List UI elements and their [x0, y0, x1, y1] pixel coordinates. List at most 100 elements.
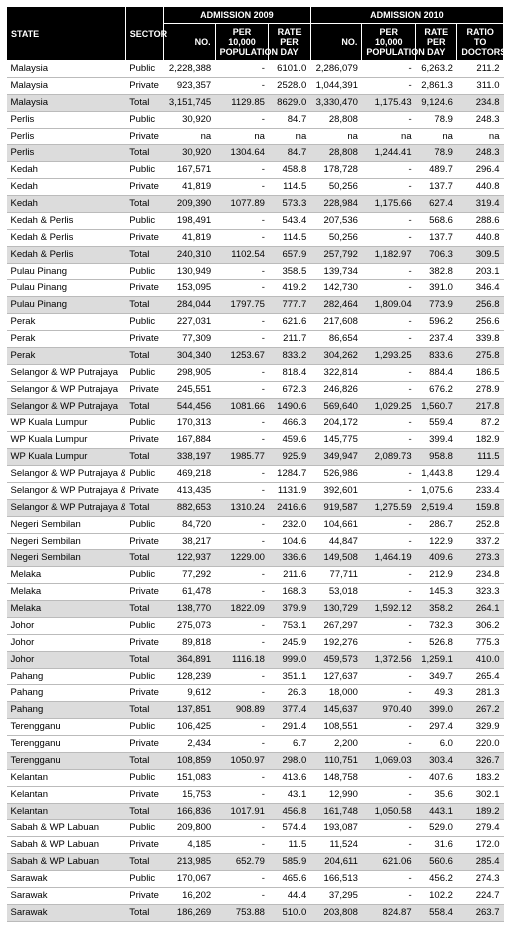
- cell-p10: na: [362, 128, 416, 145]
- cell-p10: -: [362, 229, 416, 246]
- cell-r09: 168.3: [269, 584, 310, 601]
- cell-no10: 139,734: [310, 263, 362, 280]
- cell-state: Melaka: [7, 567, 126, 584]
- cell-sector: Private: [125, 331, 163, 348]
- cell-no09: 106,425: [164, 719, 216, 736]
- cell-r10: 559.4: [416, 415, 457, 432]
- cell-no10: 142,730: [310, 280, 362, 297]
- cell-r10: 558.4: [416, 904, 457, 921]
- table-row: Kedah & PerlisPrivate41,819-114.550,256-…: [7, 229, 504, 246]
- cell-r10: 596.2: [416, 314, 457, 331]
- cell-r10: 560.6: [416, 854, 457, 871]
- cell-p09: -: [215, 432, 269, 449]
- cell-ratio: 323.3: [457, 584, 504, 601]
- cell-p10: 1,069.03: [362, 752, 416, 769]
- cell-ratio: 775.3: [457, 634, 504, 651]
- cell-ratio: 203.1: [457, 263, 504, 280]
- cell-ratio: 288.6: [457, 212, 504, 229]
- cell-p09: 1310.24: [215, 499, 269, 516]
- cell-r10: 145.3: [416, 584, 457, 601]
- cell-ratio: 248.3: [457, 111, 504, 128]
- cell-ratio: 319.4: [457, 196, 504, 213]
- table-row: JohorPublic275,073-753.1267,297-732.3306…: [7, 617, 504, 634]
- cell-state: Perak: [7, 314, 126, 331]
- cell-p09: na: [215, 128, 269, 145]
- cell-no09: 30,920: [164, 111, 216, 128]
- cell-r10: 489.7: [416, 162, 457, 179]
- cell-p10: 1,244.41: [362, 145, 416, 162]
- table-row: PerakTotal304,3401253.67833.2304,2621,29…: [7, 347, 504, 364]
- cell-r10: na: [416, 128, 457, 145]
- cell-sector: Total: [125, 449, 163, 466]
- cell-sector: Public: [125, 364, 163, 381]
- cell-r09: 777.7: [269, 297, 310, 314]
- cell-p10: -: [362, 179, 416, 196]
- cell-p10: -: [362, 415, 416, 432]
- cell-ratio: 234.8: [457, 94, 504, 111]
- cell-state: Melaka: [7, 584, 126, 601]
- cell-p10: 1,050.58: [362, 803, 416, 820]
- cell-no10: 304,262: [310, 347, 362, 364]
- cell-sector: Total: [125, 752, 163, 769]
- col-p10k-10: PER 10,000 POPULATION: [362, 24, 416, 61]
- cell-r09: 465.6: [269, 871, 310, 888]
- cell-no09: 130,949: [164, 263, 216, 280]
- cell-p10: 2,089.73: [362, 449, 416, 466]
- cell-r09: 1490.6: [269, 398, 310, 415]
- cell-p09: -: [215, 685, 269, 702]
- cell-state: Selangor & WP Putrajaya & WPKL: [7, 466, 126, 483]
- cell-state: Negeri Sembilan: [7, 533, 126, 550]
- cell-r09: 925.9: [269, 449, 310, 466]
- cell-r10: 1,259.1: [416, 651, 457, 668]
- table-row: TerengganuTotal108,8591050.97298.0110,75…: [7, 752, 504, 769]
- cell-sector: Private: [125, 736, 163, 753]
- cell-ratio: 326.7: [457, 752, 504, 769]
- cell-sector: Private: [125, 837, 163, 854]
- cell-state: WP Kuala Lumpur: [7, 415, 126, 432]
- cell-p10: -: [362, 162, 416, 179]
- cell-p10: 824.87: [362, 904, 416, 921]
- cell-state: Perlis: [7, 111, 126, 128]
- cell-sector: Total: [125, 651, 163, 668]
- cell-no10: 178,728: [310, 162, 362, 179]
- table-row: Kedah & PerlisPublic198,491-543.4207,536…: [7, 212, 504, 229]
- cell-p09: -: [215, 111, 269, 128]
- cell-sector: Private: [125, 381, 163, 398]
- cell-no09: 544,456: [164, 398, 216, 415]
- table-row: SarawakPrivate16,202-44.437,295-102.2224…: [7, 887, 504, 904]
- cell-ratio: 189.2: [457, 803, 504, 820]
- table-row: KedahPrivate41,819-114.550,256-137.7440.…: [7, 179, 504, 196]
- cell-r09: 104.6: [269, 533, 310, 550]
- cell-ratio: 182.9: [457, 432, 504, 449]
- cell-state: Melaka: [7, 601, 126, 618]
- cell-sector: Private: [125, 584, 163, 601]
- cell-sector: Public: [125, 516, 163, 533]
- cell-r09: 43.1: [269, 786, 310, 803]
- cell-p09: 753.88: [215, 904, 269, 921]
- cell-r10: 31.6: [416, 837, 457, 854]
- cell-state: Pulau Pinang: [7, 280, 126, 297]
- cell-r10: 358.2: [416, 601, 457, 618]
- cell-p09: 1050.97: [215, 752, 269, 769]
- cell-state: Malaysia: [7, 77, 126, 94]
- cell-r10: 2,519.4: [416, 499, 457, 516]
- cell-r09: 1131.9: [269, 482, 310, 499]
- cell-sector: Public: [125, 668, 163, 685]
- cell-state: Selangor & WP Putrajaya & WPKL: [7, 482, 126, 499]
- cell-p09: 1017.91: [215, 803, 269, 820]
- cell-no10: 28,808: [310, 111, 362, 128]
- cell-p10: -: [362, 584, 416, 601]
- cell-p10: 970.40: [362, 702, 416, 719]
- cell-p09: 1229.00: [215, 550, 269, 567]
- cell-r09: 8629.0: [269, 94, 310, 111]
- cell-ratio: 306.2: [457, 617, 504, 634]
- cell-no09: 170,067: [164, 871, 216, 888]
- cell-p10: 1,809.04: [362, 297, 416, 314]
- cell-no09: na: [164, 128, 216, 145]
- cell-r09: 291.4: [269, 719, 310, 736]
- cell-no09: 304,340: [164, 347, 216, 364]
- cell-sector: Private: [125, 786, 163, 803]
- cell-r10: 676.2: [416, 381, 457, 398]
- cell-p09: -: [215, 61, 269, 78]
- cell-r09: 818.4: [269, 364, 310, 381]
